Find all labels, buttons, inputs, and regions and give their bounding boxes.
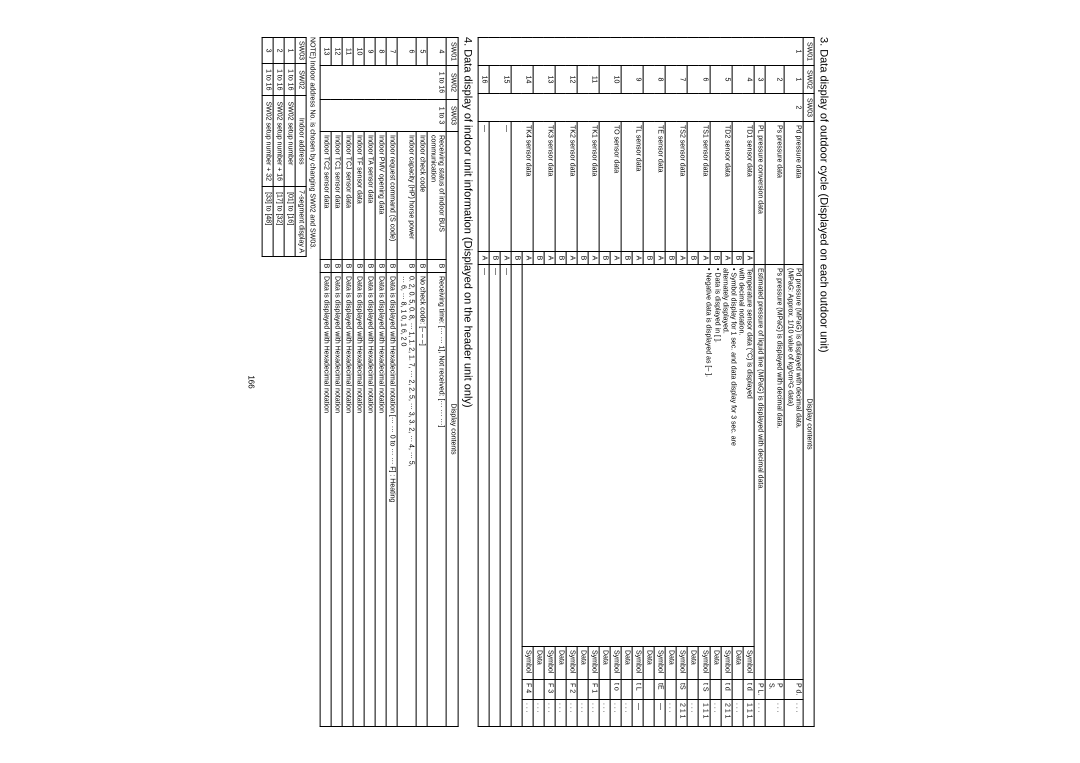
page-number: 166 <box>246 37 255 727</box>
note-text: NOTE) Indoor address No. is chosen by ch… <box>309 37 316 727</box>
section-4-heading: 4. Data display of indoor unit informati… <box>461 37 473 727</box>
table-address-map: SW03SW02Indoor address7-segment display … <box>261 37 306 257</box>
section-3-heading: 3. Data display of outdoor cycle (Displa… <box>818 37 830 727</box>
table-outdoor-cycle: SW01SW02SW03Display contents112Pd pressu… <box>477 37 814 727</box>
table-indoor-info: SW01SW02SW03Display contents41 to 161 to… <box>320 37 459 727</box>
